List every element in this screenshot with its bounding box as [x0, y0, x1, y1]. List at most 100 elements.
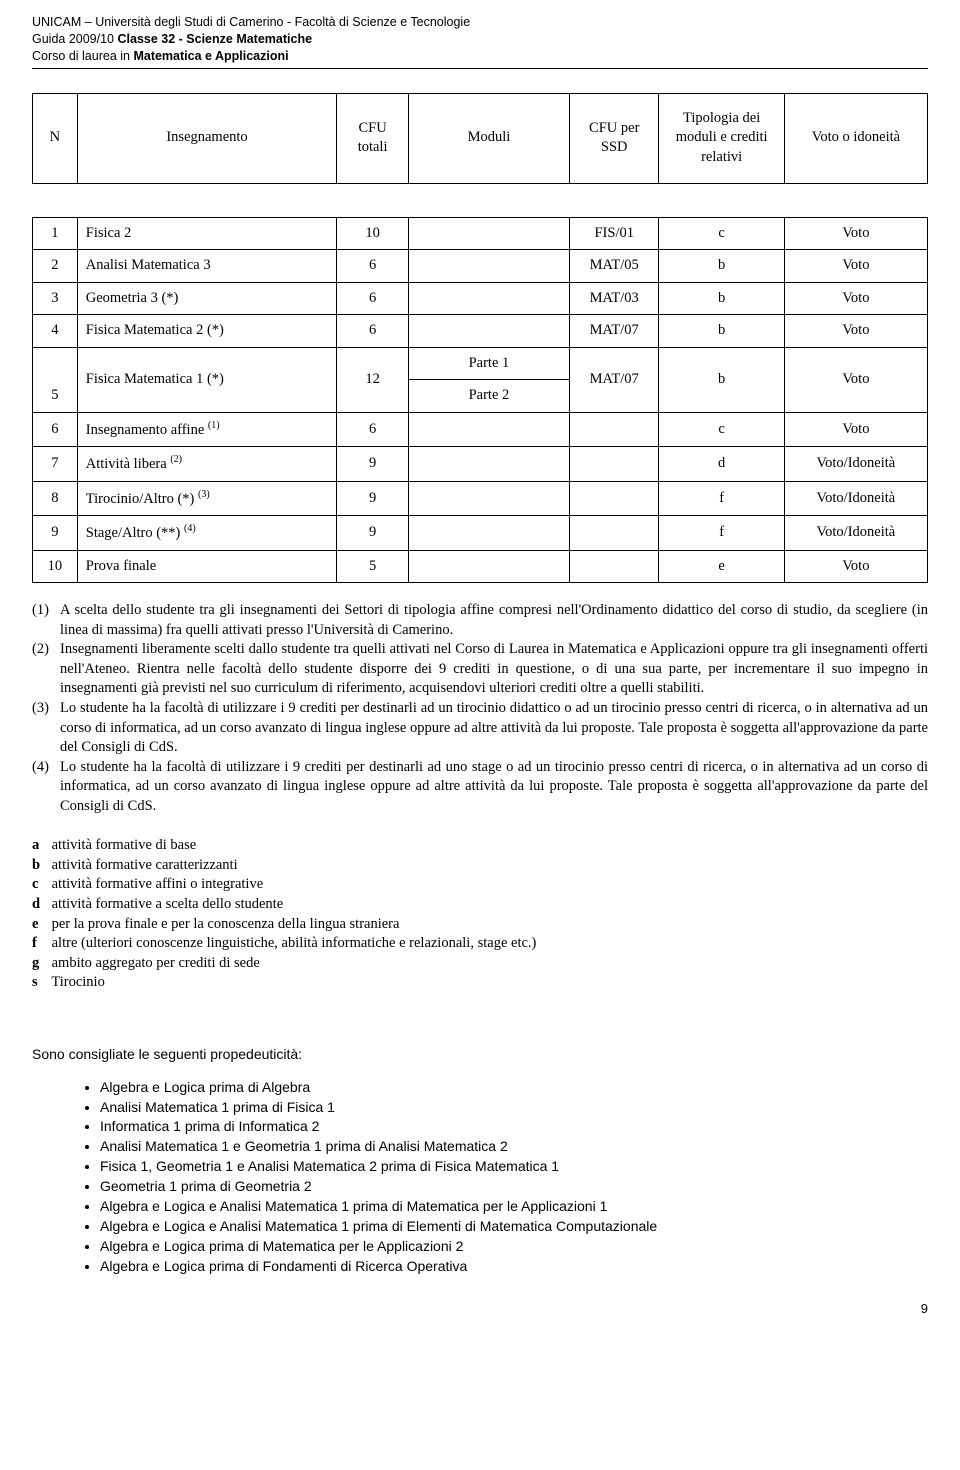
- th-tipologia: Tipologia dei moduli e crediti relativi: [659, 93, 784, 183]
- footnote-text: A scelta dello studente tra gli insegnam…: [60, 601, 928, 640]
- legend-item: c attività formative affini o integrativ…: [32, 875, 928, 895]
- header-line-1: UNICAM – Università degli Studi di Camer…: [32, 14, 928, 31]
- cell-voto: Voto: [784, 550, 927, 583]
- cell-sup: (3): [198, 489, 210, 500]
- cell-mod: Parte 1: [408, 347, 569, 380]
- cell-mod: [408, 516, 569, 550]
- cell-n: 3: [33, 282, 78, 315]
- cell-n: 10: [33, 550, 78, 583]
- list-item: Fisica 1, Geometria 1 e Analisi Matemati…: [100, 1157, 928, 1176]
- cell-cfu: 6: [337, 315, 409, 348]
- th-voto: Voto o idoneità: [784, 93, 927, 183]
- cell-ssd: MAT/05: [569, 250, 659, 283]
- table-row: 6 Insegnamento affine (1) 6 c Voto: [33, 413, 928, 447]
- legend-key: f: [32, 934, 48, 954]
- cell-tip: f: [659, 516, 784, 550]
- table-row: 1 Fisica 2 10 FIS/01 c Voto: [33, 217, 928, 250]
- cell-n: 9: [33, 516, 78, 550]
- cell-voto: Voto: [784, 413, 927, 447]
- cell-cfu: 6: [337, 250, 409, 283]
- cell-tip: c: [659, 413, 784, 447]
- table-row: 4 Fisica Matematica 2 (*) 6 MAT/07 b Vot…: [33, 315, 928, 348]
- legend-item: b attività formative caratterizzanti: [32, 856, 928, 876]
- table-row: 8 Tirocinio/Altro (*) (3) 9 f Voto/Idone…: [33, 481, 928, 515]
- footnote-key: (2): [32, 640, 60, 699]
- list-item: Algebra e Logica e Analisi Matematica 1 …: [100, 1197, 928, 1216]
- cell-ssd: [569, 481, 659, 515]
- cell-mod: [408, 550, 569, 583]
- cell-ssd: FIS/01: [569, 217, 659, 250]
- list-item: Algebra e Logica prima di Fondamenti di …: [100, 1257, 928, 1276]
- cell-voto: Voto: [784, 217, 927, 250]
- cell-cfu: 6: [337, 413, 409, 447]
- cell-ins-text: Stage/Altro (**): [86, 525, 184, 541]
- footnote-key: (3): [32, 699, 60, 758]
- footnote-text: Lo studente ha la facoltà di utilizzare …: [60, 758, 928, 817]
- legend-text: attività formative di base: [52, 837, 197, 853]
- cell-cfu: 5: [337, 550, 409, 583]
- header-line-3b: Matematica e Applicazioni: [133, 49, 288, 63]
- cell-cfu: 9: [337, 481, 409, 515]
- cell-ins-text: Insegnamento affine: [86, 422, 208, 438]
- th-n: N: [33, 93, 78, 183]
- cell-insegnamento: Insegnamento affine (1): [77, 413, 337, 447]
- legend-text: per la prova finale e per la conoscenza …: [52, 916, 400, 932]
- th-cfu-totali: CFU totali: [337, 93, 409, 183]
- header-line-3: Corso di laurea in Matematica e Applicaz…: [32, 48, 928, 65]
- header-line-2a: Guida 2009/10: [32, 32, 118, 46]
- th-moduli: Moduli: [408, 93, 569, 183]
- legend-text: attività formative a scelta dello studen…: [52, 896, 284, 912]
- cell-tip: b: [659, 282, 784, 315]
- cell-cfu: 12: [337, 347, 409, 412]
- cell-ssd: [569, 516, 659, 550]
- page-header: UNICAM – Università degli Studi di Camer…: [32, 14, 928, 65]
- footnotes: (1) A scelta dello studente tra gli inse…: [32, 601, 928, 816]
- cell-tip: b: [659, 315, 784, 348]
- cell-ssd: [569, 447, 659, 481]
- footnote-2: (2) Insegnamenti liberamente scelti dall…: [32, 640, 928, 699]
- legend-key: e: [32, 915, 48, 935]
- cell-sup: (2): [170, 454, 182, 465]
- cell-tip: c: [659, 217, 784, 250]
- cell-tip: d: [659, 447, 784, 481]
- legend-key: c: [32, 875, 48, 895]
- cell-n: 1: [33, 217, 78, 250]
- footnote-3: (3) Lo studente ha la facoltà di utilizz…: [32, 699, 928, 758]
- legend-text: attività formative affini o integrative: [52, 876, 264, 892]
- cell-cfu: 6: [337, 282, 409, 315]
- table-row: 3 Geometria 3 (*) 6 MAT/03 b Voto: [33, 282, 928, 315]
- cell-insegnamento: Prova finale: [77, 550, 337, 583]
- table-header-row: N Insegnamento CFU totali Moduli CFU per…: [33, 93, 928, 183]
- cell-voto: Voto/Idoneità: [784, 516, 927, 550]
- list-item: Geometria 1 prima di Geometria 2: [100, 1177, 928, 1196]
- footnote-key: (4): [32, 758, 60, 817]
- cell-voto: Voto: [784, 347, 927, 412]
- cell-sup: (1): [208, 420, 220, 431]
- cell-tip: b: [659, 347, 784, 412]
- cell-mod: [408, 315, 569, 348]
- cell-voto: Voto: [784, 282, 927, 315]
- legend-item: a attività formative di base: [32, 836, 928, 856]
- footnote-key: (1): [32, 601, 60, 640]
- cell-ssd: MAT/03: [569, 282, 659, 315]
- legend: a attività formative di base b attività …: [32, 836, 928, 993]
- list-item: Algebra e Logica prima di Algebra: [100, 1078, 928, 1097]
- cell-n: 8: [33, 481, 78, 515]
- cell-insegnamento: Attività libera (2): [77, 447, 337, 481]
- table-row: 2 Analisi Matematica 3 6 MAT/05 b Voto: [33, 250, 928, 283]
- list-item: Analisi Matematica 1 prima di Fisica 1: [100, 1098, 928, 1117]
- cell-tip: f: [659, 481, 784, 515]
- cell-voto: Voto/Idoneità: [784, 447, 927, 481]
- legend-text: altre (ulteriori conoscenze linguistiche…: [52, 935, 537, 951]
- cell-voto: Voto: [784, 315, 927, 348]
- table-row: 9 Stage/Altro (**) (4) 9 f Voto/Idoneità: [33, 516, 928, 550]
- th-insegnamento: Insegnamento: [77, 93, 337, 183]
- table-row: 5 Fisica Matematica 1 (*) 12 Parte 1 MAT…: [33, 347, 928, 380]
- cell-n: 6: [33, 413, 78, 447]
- cell-insegnamento: Fisica 2: [77, 217, 337, 250]
- cell-ins-text: Attività libera: [86, 456, 171, 472]
- legend-item: f altre (ulteriori conoscenze linguistic…: [32, 934, 928, 954]
- footnote-text: Lo studente ha la facoltà di utilizzare …: [60, 699, 928, 758]
- list-item: Informatica 1 prima di Informatica 2: [100, 1117, 928, 1136]
- header-line-2b: Classe 32 - Scienze Matematiche: [118, 32, 313, 46]
